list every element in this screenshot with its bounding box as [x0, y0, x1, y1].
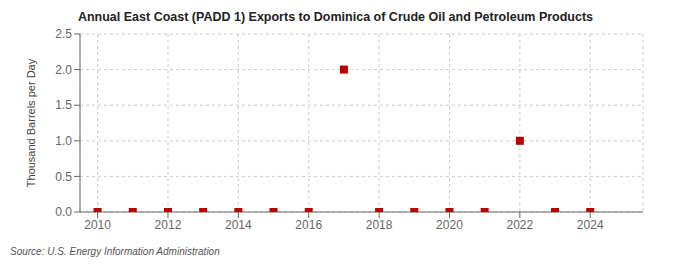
svg-text:Thousand Barrels per Day: Thousand Barrels per Day — [25, 58, 37, 187]
svg-text:2010: 2010 — [84, 218, 111, 232]
svg-text:0.5: 0.5 — [55, 170, 72, 184]
svg-text:2.5: 2.5 — [55, 27, 72, 41]
svg-text:2014: 2014 — [225, 218, 252, 232]
svg-text:2018: 2018 — [366, 218, 393, 232]
svg-text:2022: 2022 — [506, 218, 533, 232]
svg-text:1.5: 1.5 — [55, 98, 72, 112]
svg-text:2024: 2024 — [577, 218, 604, 232]
svg-text:1.0: 1.0 — [55, 134, 72, 148]
svg-text:2016: 2016 — [295, 218, 322, 232]
html-text:Annual East Coast (PADD 1) Exp: Annual East Coast (PADD 1) Exports to Do… — [77, 10, 594, 24]
svg-text:2020: 2020 — [436, 218, 463, 232]
html-text:Source: U.S. Energy Informatio: Source: U.S. Energy Information Administ… — [10, 246, 220, 257]
svg-text:0.0: 0.0 — [55, 205, 72, 219]
svg-text:2012: 2012 — [155, 218, 182, 232]
svg-text:2.0: 2.0 — [55, 63, 72, 77]
